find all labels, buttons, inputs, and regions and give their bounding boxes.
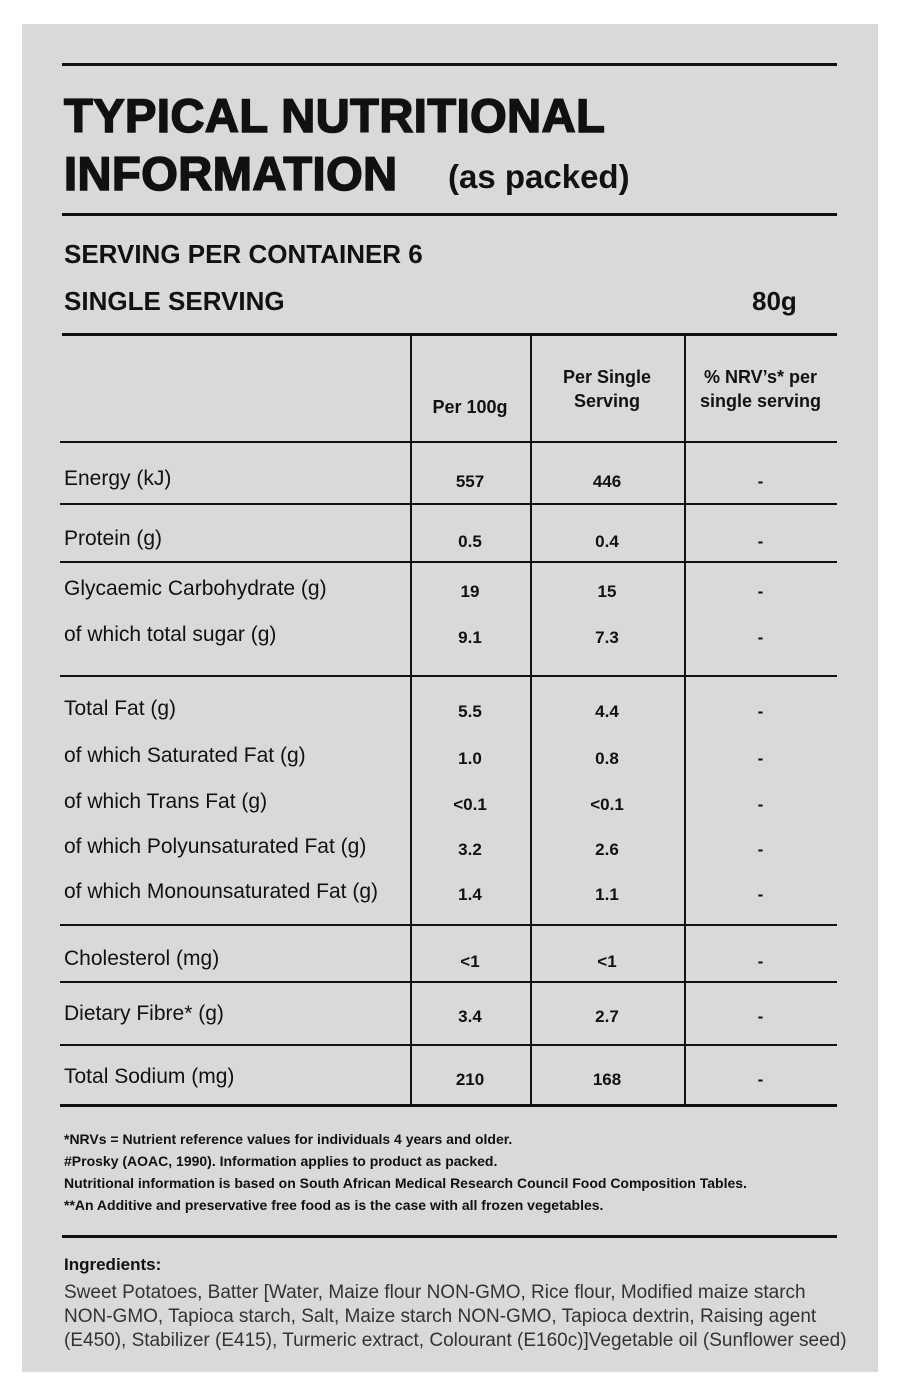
nutrient-value: 446 bbox=[592, 472, 622, 491]
nutrient-value: - bbox=[757, 795, 764, 814]
nutrient-value: <0.1 bbox=[453, 795, 487, 814]
ingredients-title: Ingredients: bbox=[64, 1255, 162, 1274]
nutrient-label: Total Sodium (mg) bbox=[64, 1065, 235, 1088]
nutrient-value: - bbox=[757, 840, 764, 859]
nutrient-value: 1.1 bbox=[595, 885, 619, 904]
nutrient-label: Protein (g) bbox=[64, 527, 163, 550]
title: INFORMATION bbox=[63, 147, 398, 200]
rule bbox=[684, 336, 686, 1105]
rule bbox=[60, 561, 837, 563]
rule bbox=[60, 981, 837, 983]
footnote: *NRVs = Nutrient reference values for in… bbox=[64, 1131, 513, 1147]
nutrient-value: <1 bbox=[460, 952, 480, 971]
rule bbox=[62, 1235, 837, 1238]
rule bbox=[530, 336, 532, 1105]
nutrient-value: 557 bbox=[455, 472, 485, 491]
nutrient-value: - bbox=[757, 952, 764, 971]
nutrient-value: 0.4 bbox=[595, 532, 619, 551]
ingredients-text: (E450), Stabilizer (E415), Turmeric extr… bbox=[64, 1330, 847, 1351]
rule bbox=[62, 333, 837, 336]
footnote: Nutritional information is based on Sout… bbox=[64, 1175, 747, 1191]
footnote: #Prosky (AOAC, 1990). Information applie… bbox=[64, 1153, 498, 1169]
nutrient-label: Cholesterol (mg) bbox=[64, 947, 220, 970]
nutrient-value: <1 bbox=[597, 952, 617, 971]
nutrient-value: <0.1 bbox=[590, 795, 624, 814]
title-note: (as packed) bbox=[448, 158, 630, 195]
column-header: Per 100g bbox=[432, 397, 508, 417]
nutrient-label: of which total sugar (g) bbox=[64, 623, 277, 646]
nutrient-value: - bbox=[757, 582, 764, 601]
single-serving-label: SINGLE SERVING bbox=[64, 286, 285, 316]
nutrient-value: 4.4 bbox=[595, 702, 619, 721]
nutrient-value: - bbox=[757, 885, 764, 904]
nutrient-value: - bbox=[757, 702, 764, 721]
nutrient-value: - bbox=[757, 628, 764, 647]
column-header: % NRV’s* per single serving bbox=[699, 367, 822, 411]
rule bbox=[62, 213, 837, 216]
nutrient-value: 9.1 bbox=[458, 628, 482, 647]
title: TYPICAL NUTRITIONAL bbox=[63, 89, 606, 142]
nutrient-label: of which Trans Fat (g) bbox=[64, 790, 268, 813]
nutrient-value: 168 bbox=[592, 1070, 622, 1089]
nutrient-label: Dietary Fibre* (g) bbox=[64, 1002, 224, 1025]
nutrient-label: Total Fat (g) bbox=[64, 697, 177, 720]
nutrient-value: 0.5 bbox=[458, 532, 482, 551]
nutrient-value: 1.4 bbox=[458, 885, 482, 904]
nutrient-value: - bbox=[757, 1070, 764, 1089]
nutrient-label: Glycaemic Carbohydrate (g) bbox=[64, 577, 327, 600]
nutrient-value: 7.3 bbox=[595, 628, 619, 647]
nutrient-value: 15 bbox=[597, 582, 617, 601]
nutrient-value: 3.2 bbox=[458, 840, 482, 859]
nutrient-value: 1.0 bbox=[458, 749, 482, 768]
single-serving-value: 80g bbox=[752, 286, 797, 316]
nutrient-value: 5.5 bbox=[458, 702, 482, 721]
serving-per-container: SERVING PER CONTAINER 6 bbox=[64, 239, 423, 269]
footnote: **An Additive and preservative free food… bbox=[64, 1197, 604, 1213]
nutrient-value: - bbox=[757, 532, 764, 551]
rule bbox=[410, 336, 412, 1105]
nutrient-value: - bbox=[757, 749, 764, 768]
nutrient-value: 210 bbox=[455, 1070, 485, 1089]
nutrient-label: of which Saturated Fat (g) bbox=[64, 744, 306, 767]
nutrient-value: 19 bbox=[460, 582, 480, 601]
nutrient-value: 0.8 bbox=[595, 749, 619, 768]
rule bbox=[60, 924, 837, 926]
rule bbox=[60, 441, 837, 443]
nutrient-value: 3.4 bbox=[458, 1007, 482, 1026]
nutrient-value: 2.6 bbox=[595, 840, 619, 859]
column-header: Per Single Serving bbox=[562, 367, 652, 411]
panel bbox=[22, 24, 878, 1372]
nutrient-label: of which Polyunsaturated Fat (g) bbox=[64, 835, 367, 858]
nutrient-value: - bbox=[757, 472, 764, 491]
nutrient-label: of which Monounsaturated Fat (g) bbox=[64, 880, 378, 903]
rule bbox=[60, 1044, 837, 1046]
rule bbox=[60, 675, 837, 677]
ingredients-text: NON-GMO, Tapioca starch, Salt, Maize sta… bbox=[64, 1306, 817, 1327]
rule bbox=[60, 1104, 837, 1107]
ingredients-text: Sweet Potatoes, Batter [Water, Maize flo… bbox=[64, 1282, 806, 1303]
rule bbox=[60, 503, 837, 505]
nutrient-label: Energy (kJ) bbox=[64, 467, 172, 490]
nutrient-value: - bbox=[757, 1007, 764, 1026]
rule bbox=[62, 63, 837, 66]
nutrient-value: 2.7 bbox=[595, 1007, 619, 1026]
